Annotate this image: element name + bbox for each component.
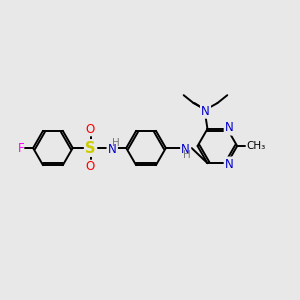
Text: N: N (201, 104, 210, 118)
Text: S: S (85, 140, 96, 155)
Text: N: N (108, 142, 117, 155)
Text: N: N (225, 122, 234, 134)
Text: N: N (181, 142, 190, 155)
Text: N: N (225, 158, 234, 171)
Text: F: F (18, 142, 24, 154)
Text: O: O (85, 160, 94, 173)
Text: H: H (183, 150, 190, 160)
Text: O: O (85, 123, 94, 136)
Text: CH₃: CH₃ (246, 141, 266, 151)
Text: H: H (112, 138, 120, 148)
